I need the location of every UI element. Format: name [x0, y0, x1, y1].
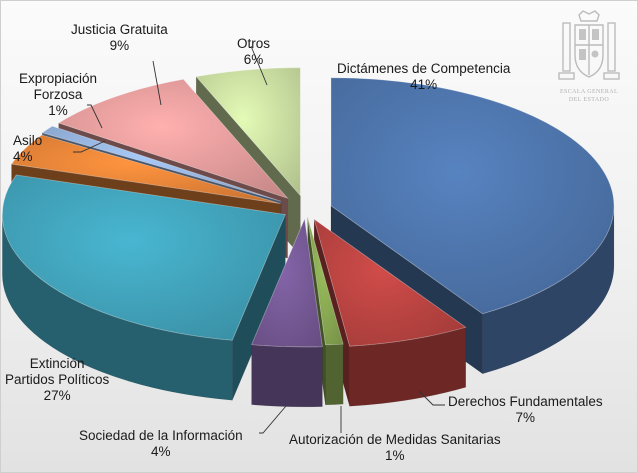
logo-text-line1: ESCALA GENERAL — [559, 89, 619, 95]
pie-slice-8 — [195, 67, 301, 197]
label-derechos-value: 7% — [515, 410, 536, 425]
label-sociedad-name: Sociedad de la Información — [79, 428, 243, 443]
label-asilo-value: 4% — [13, 149, 33, 164]
leader-line-1 — [87, 104, 103, 129]
pie-side-wall-2 — [325, 343, 344, 406]
pie-slice-2 — [307, 216, 344, 346]
pie-slice-4 — [2, 174, 286, 341]
label-extincion: Extinción Partidos Políticos 27% — [5, 356, 109, 404]
pie-slice-3 — [251, 217, 323, 348]
label-asilo: Asilo 4% — [13, 133, 42, 165]
logo-text-line2: DEL ESTADO — [568, 97, 610, 103]
pie-slice-0 — [330, 77, 615, 315]
label-derechos: Derechos Fundamentales 7% — [448, 394, 603, 426]
label-dictamenes-name: Dictámenes de Competencia — [337, 61, 511, 76]
label-derechos-name: Derechos Fundamentales — [448, 394, 603, 409]
label-dictamenes-value: 41% — [410, 77, 438, 92]
label-dictamenes: Dictámenes de Competencia 41% — [337, 61, 510, 93]
label-sociedad: Sociedad de la Información 4% — [79, 428, 243, 460]
pie-side-wall-3 — [251, 344, 323, 408]
label-autorizacion-value: 1% — [385, 448, 405, 463]
pie-slice-6 — [41, 125, 282, 202]
label-extincion-name-2: Partidos Políticos — [5, 372, 110, 387]
label-asilo-name: Asilo — [13, 133, 43, 148]
label-expropiacion-name-2: Forzosa — [33, 87, 83, 102]
label-otros: Otros 6% — [237, 36, 270, 68]
label-autorizacion-name: Autorización de Medidas Sanitarias — [289, 432, 501, 447]
label-justicia: Justicia Gratuita 9% — [71, 22, 168, 54]
leader-line-0 — [152, 60, 162, 106]
coat-of-arms-icon — [558, 10, 620, 80]
label-sociedad-value: 4% — [151, 444, 171, 459]
label-autorizacion: Autorización de Medidas Sanitarias 1% — [289, 432, 501, 464]
leader-line-5 — [259, 405, 287, 434]
label-otros-name: Otros — [237, 36, 271, 51]
label-otros-value: 6% — [243, 52, 264, 67]
leader-line-6 — [250, 45, 268, 86]
institution-logo: ESCALA GENERAL DEL ESTADO — [553, 9, 633, 109]
label-expropiacion: Expropiación Forzosa 1% — [19, 71, 97, 119]
label-expropiacion-value: 1% — [48, 103, 68, 118]
label-extincion-name-1: Extinción — [29, 356, 85, 371]
leader-line-3 — [418, 390, 445, 406]
pie-slice-1 — [313, 218, 467, 347]
label-justicia-value: 9% — [109, 38, 130, 53]
label-expropiacion-name-1: Expropiación — [19, 71, 98, 86]
leader-line-2 — [73, 140, 106, 153]
label-extincion-value: 27% — [43, 388, 71, 403]
label-justicia-name: Justicia Gratuita — [71, 22, 168, 37]
pie-slice-7 — [57, 78, 289, 200]
